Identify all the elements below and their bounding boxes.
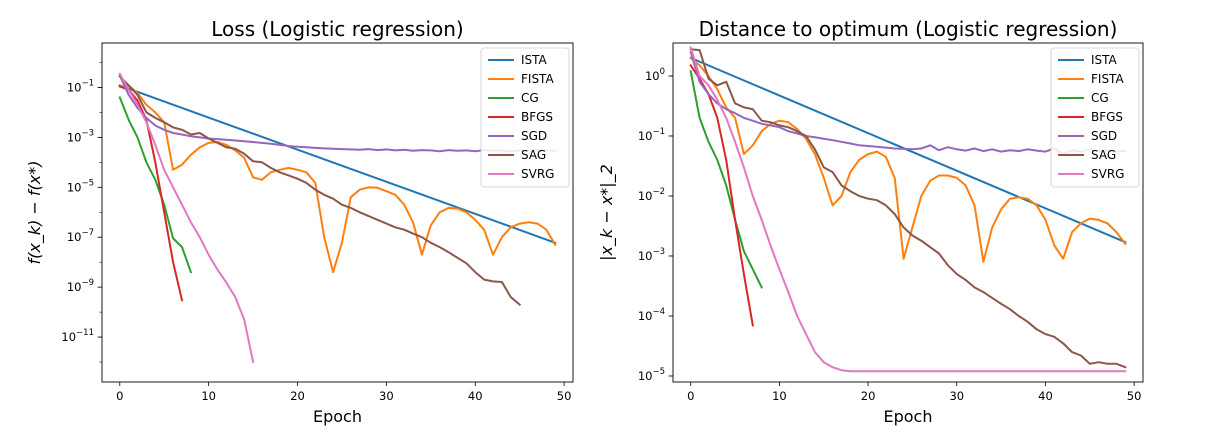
legend-entry: FISTA — [1091, 72, 1124, 86]
legend-entry: BFGS — [521, 110, 553, 124]
legend: ISTA FISTA CG BFGS SGD SAG SVRG — [480, 47, 570, 188]
series-line-fista — [118, 84, 557, 274]
y-tick-label: 10−5 — [638, 367, 665, 383]
legend-entry: SAG — [521, 148, 546, 162]
y-axis-label: f(x_k) − f(x*) — [25, 160, 45, 264]
x-axis-label: Epoch — [884, 407, 933, 426]
series-line-cg — [118, 96, 193, 274]
legend-entry: CG — [521, 91, 539, 105]
y-tick-label: 10−1 — [67, 78, 94, 94]
series-line-sag — [689, 48, 1127, 369]
x-tick-label: 0 — [116, 389, 123, 403]
y-tick-label: 10−9 — [67, 278, 94, 294]
series-line-ista — [118, 84, 557, 245]
x-tick-label: 10 — [201, 389, 216, 403]
legend-box — [1050, 47, 1140, 188]
x-tick-label: 50 — [557, 389, 572, 403]
x-tick-label: 40 — [468, 389, 483, 403]
legend: ISTA FISTA CG BFGS SGD SAG SVRG — [1050, 47, 1140, 188]
y-tick-label: 100 — [645, 67, 665, 83]
plot-frame — [672, 42, 1144, 383]
y-tick-label: 10−4 — [638, 307, 665, 323]
legend-entry: SVRG — [521, 167, 554, 181]
y-tick-label: 10−3 — [67, 128, 94, 144]
legend-entry: SAG — [1091, 148, 1116, 162]
y-tick-label: 10−2 — [638, 187, 665, 203]
legend-entry: SVRG — [1091, 167, 1124, 181]
y-tick-label: 10−11 — [61, 328, 94, 344]
x-tick-label: 20 — [290, 389, 305, 403]
chart-title: Distance to optimum (Logistic regression… — [699, 17, 1118, 41]
x-tick-label: 20 — [861, 389, 876, 403]
legend-entry: CG — [1091, 91, 1109, 105]
series-line-bfgs — [689, 64, 754, 327]
series-line-cg — [689, 70, 764, 289]
series-line-svrg — [689, 46, 1127, 373]
legend-box — [480, 47, 570, 188]
series-line-fista — [689, 56, 1127, 263]
legend-entry: ISTA — [521, 53, 548, 67]
legend-entry: ISTA — [1091, 53, 1118, 67]
y-tick-label: 10−7 — [67, 228, 94, 244]
y-axis-label: |x_k − x*|_2 — [597, 164, 617, 261]
chart-title: Loss (Logistic regression) — [211, 17, 463, 41]
y-tick-label: 10−1 — [638, 127, 665, 143]
y-tick-label: 10−3 — [638, 247, 665, 263]
series-line-svrg — [118, 72, 255, 364]
x-tick-label: 0 — [687, 389, 694, 403]
legend-entry: SGD — [1091, 129, 1117, 143]
plot-frame — [101, 42, 574, 383]
x-tick-label: 40 — [1038, 389, 1053, 403]
legend-entry: SGD — [521, 129, 547, 143]
x-tick-label: 30 — [379, 389, 394, 403]
series-line-sag — [118, 74, 522, 307]
x-axis-label: Epoch — [313, 407, 362, 426]
chart-1: Loss (Logistic regression) 0 10 20 30 40 50 10−… — [25, 17, 574, 426]
y-tick-label: 10−5 — [67, 178, 94, 194]
legend-entry: BFGS — [1091, 110, 1123, 124]
chart-2: Distance to optimum (Logistic regression… — [597, 17, 1144, 426]
x-tick-label: 30 — [949, 389, 964, 403]
x-tick-label: 50 — [1127, 389, 1142, 403]
x-tick-label: 10 — [772, 389, 787, 403]
legend-entry: FISTA — [521, 72, 554, 86]
